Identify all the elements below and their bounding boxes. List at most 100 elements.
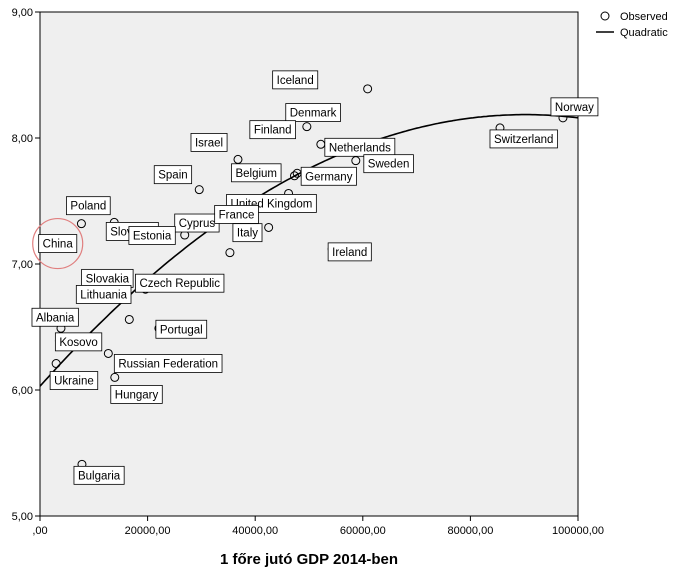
label-poland: Poland — [66, 196, 111, 216]
x-tick-label: 60000,00 — [340, 525, 386, 537]
label-text: Ireland — [332, 247, 367, 259]
label-text: Poland — [70, 201, 106, 213]
label-box — [155, 319, 208, 339]
label-text: Finland — [254, 125, 292, 137]
label-albania: Albania — [31, 307, 79, 327]
point-iceland — [363, 84, 373, 94]
point-hungary — [110, 372, 120, 382]
point-finland — [302, 122, 312, 132]
highlight-ring — [32, 217, 84, 270]
label-germany: Germany — [300, 166, 357, 186]
y-tick-label: 7,00 — [12, 259, 33, 271]
label-text: Spain — [158, 170, 187, 182]
label-estonia: Estonia — [128, 226, 176, 245]
label-text: Hungary — [115, 389, 159, 401]
x-tick-label: 80000,00 — [447, 525, 493, 537]
label-text: Portugal — [160, 324, 203, 336]
label-box — [153, 165, 193, 185]
point-spain — [194, 185, 204, 195]
plot-area — [39, 11, 579, 517]
legend-quadratic-label: Quadratic — [620, 27, 668, 39]
label-box — [272, 70, 319, 90]
label-cyprus: Cyprus — [174, 213, 220, 233]
point-russian-federation — [103, 348, 113, 358]
x-axis-label: 1 főre jutó GDP 2014-ben — [220, 551, 398, 568]
label-bulgaria: Bulgaria — [73, 465, 125, 485]
label-portugal: Portugal — [155, 319, 208, 339]
x-tick-label: 20000,00 — [125, 525, 171, 537]
label-box — [128, 226, 176, 245]
label-text: Belgium — [235, 168, 277, 180]
point-france — [264, 222, 274, 232]
legend-observed-marker — [600, 11, 610, 21]
label-netherlands: Netherlands — [324, 137, 396, 157]
label-text: Cyprus — [179, 218, 216, 230]
label-box — [550, 97, 599, 117]
label-box — [231, 163, 282, 183]
x-axis-ticks: ,00 20000,00 40000,00 60000,00 80000,00 10000… — [32, 516, 604, 537]
label-denmark: Denmark — [285, 103, 341, 122]
legend: Observed Quadratic — [596, 11, 668, 39]
label-box — [49, 371, 99, 390]
point-lithuania — [124, 314, 134, 324]
label-text: Netherlands — [329, 142, 391, 154]
label-text: China — [43, 239, 74, 251]
label-box — [489, 129, 558, 149]
label-box — [75, 285, 132, 304]
label-slovakia: Slovakia — [81, 268, 134, 288]
y-tick-label: 5,00 — [12, 511, 33, 523]
point-italy — [225, 248, 235, 258]
label-box — [73, 465, 125, 485]
label-box — [38, 234, 78, 253]
label-spain: Spain — [153, 165, 193, 185]
label-belgium: Belgium — [231, 163, 282, 183]
label-box — [54, 332, 103, 352]
label-text: Denmark — [290, 108, 337, 120]
label-text: Iceland — [277, 75, 314, 87]
point-labels: Norway Switzerland Iceland Denmark Finland Ne… — [31, 70, 599, 485]
label-kosovo: Kosovo — [54, 332, 103, 352]
label-box — [363, 154, 414, 174]
label-france: France — [214, 205, 259, 224]
y-tick-label: 6,00 — [12, 385, 33, 397]
label-box — [300, 166, 357, 186]
label-text: Estonia — [133, 231, 172, 243]
label-text: Bulgaria — [78, 470, 121, 482]
label-box — [31, 307, 79, 327]
label-russian-federation: Russian Federation — [113, 354, 223, 373]
label-text: Albania — [36, 312, 75, 324]
label-text: Russian Federation — [118, 358, 218, 370]
label-text: France — [219, 209, 255, 221]
legend-observed-label: Observed — [620, 11, 668, 23]
x-tick-label: ,00 — [32, 525, 47, 537]
label-box — [113, 354, 223, 373]
label-box — [327, 242, 372, 262]
label-box — [190, 133, 228, 152]
label-text: Italy — [237, 228, 258, 240]
label-text: Germany — [305, 171, 353, 183]
label-text: Ukraine — [54, 376, 94, 388]
point-belgium — [289, 171, 299, 181]
label-text: Lithuania — [80, 289, 127, 301]
label-box — [249, 120, 296, 140]
y-axis-ticks: 5,00 6,00 7,00 8,00 9,00 — [12, 7, 40, 523]
label-box — [285, 103, 341, 122]
label-box — [214, 205, 259, 224]
label-text: Czech Republic — [139, 278, 220, 290]
label-norway: Norway — [550, 97, 599, 117]
point-poland — [76, 219, 86, 229]
label-text: Sweden — [368, 159, 410, 171]
label-switzerland: Switzerland — [489, 129, 558, 149]
label-text: Switzerland — [494, 134, 553, 146]
label-lithuania: Lithuania — [75, 285, 132, 304]
label-box — [110, 384, 163, 404]
label-sweden: Sweden — [363, 154, 414, 174]
label-ireland: Ireland — [327, 242, 372, 262]
label-box — [135, 273, 225, 293]
label-text: Israel — [195, 137, 223, 149]
label-iceland: Iceland — [272, 70, 319, 90]
y-tick-label: 8,00 — [12, 133, 33, 145]
label-box — [66, 196, 111, 216]
label-text: Slovakia — [86, 273, 130, 285]
